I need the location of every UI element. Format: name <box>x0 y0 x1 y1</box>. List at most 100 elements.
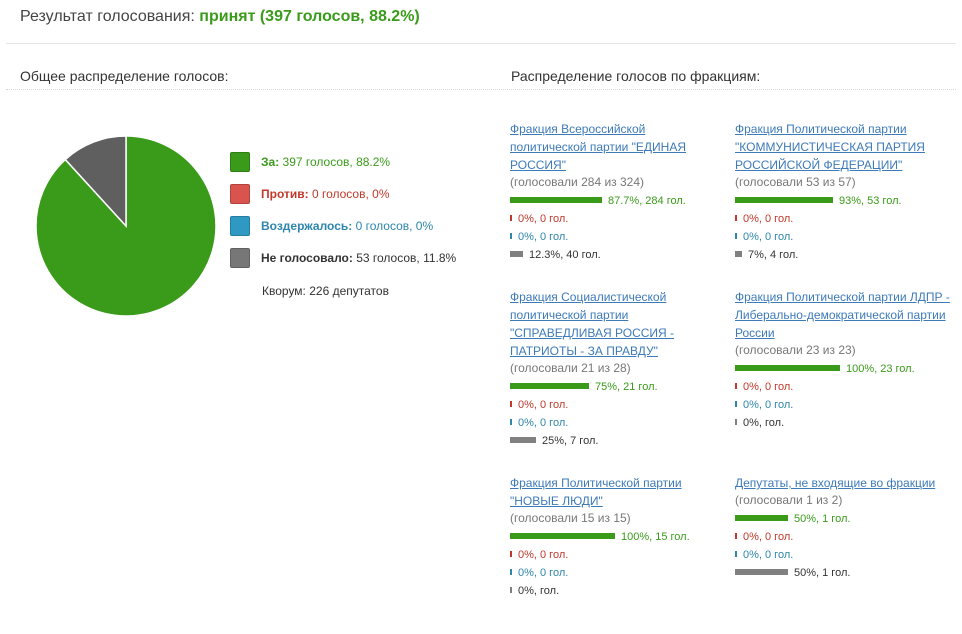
faction-bar-row-against: 0%, 0 гол. <box>735 379 955 397</box>
faction-bar-abstained <box>510 568 512 575</box>
faction-block: Фракция Социалистической политической па… <box>510 288 730 451</box>
faction-bar-row-abstained: 0%, 0 гол. <box>510 229 730 247</box>
faction-link[interactable]: Фракция Политической партии "НОВЫЕ ЛЮДИ" <box>510 476 682 508</box>
faction-voted-count: (голосовали 15 из 15) <box>510 511 631 525</box>
faction-bar-label: 0%, 0 гол. <box>743 398 794 411</box>
legend-label: Против: <box>261 187 309 201</box>
faction-bar-none <box>510 586 512 593</box>
faction-block: Фракция Политической партии ЛДПР - Либер… <box>735 288 955 433</box>
faction-bar-row-none: 25%, 7 гол. <box>510 433 730 451</box>
faction-bar-for <box>510 382 589 389</box>
faction-bar-label: 100%, 23 гол. <box>846 362 915 375</box>
faction-block: Фракция Всероссийской политической парти… <box>510 120 730 265</box>
pie-slice-3 <box>64 135 127 228</box>
faction-block: Фракция Политической партии "КОММУНИСТИЧ… <box>735 120 955 265</box>
faction-bar-none <box>735 250 742 257</box>
faction-bar-label: 12.3%, 40 гол. <box>529 248 601 261</box>
faction-bar-label: 0%, гол. <box>743 416 785 429</box>
faction-bar-against <box>735 382 737 389</box>
faction-bar-label: 0%, 0 гол. <box>518 566 569 579</box>
legend-label: Воздержалось: <box>261 219 353 233</box>
faction-bar-label: 0%, 0 гол. <box>743 548 794 561</box>
faction-bar-abstained <box>510 232 512 239</box>
faction-bar-row-for: 75%, 21 гол. <box>510 379 730 397</box>
faction-bar-row-abstained: 0%, 0 гол. <box>735 397 955 415</box>
faction-bar-none <box>735 568 788 575</box>
faction-voted-count: (голосовали 23 из 23) <box>735 343 856 357</box>
faction-bar-row-none: 50%, 1 гол. <box>735 565 955 583</box>
faction-bar-row-for: 87.7%, 284 гол. <box>510 193 730 211</box>
faction-bar-label: 93%, 53 гол. <box>839 194 902 207</box>
section-divider <box>6 89 956 90</box>
faction-bar-none <box>510 250 523 257</box>
faction-bar-row-abstained: 0%, 0 гол. <box>735 229 955 247</box>
faction-bar-abstained <box>735 232 737 239</box>
faction-voted-count: (голосовали 284 из 324) <box>510 175 645 189</box>
faction-bar-abstained <box>735 550 737 557</box>
faction-bar-row-for: 50%, 1 гол. <box>735 511 955 529</box>
faction-bar-label: 0%, 0 гол. <box>518 548 569 561</box>
legend-value: 397 голосов, 88.2% <box>279 155 391 169</box>
faction-link[interactable]: Фракция Политической партии ЛДПР - Либер… <box>735 290 950 340</box>
faction-bar-label: 25%, 7 гол. <box>542 434 599 447</box>
faction-bar-row-abstained: 0%, 0 гол. <box>510 415 730 433</box>
faction-bar-label: 0%, 0 гол. <box>518 230 569 243</box>
faction-bar-label: 87.7%, 284 гол. <box>608 194 686 207</box>
faction-bar-against <box>735 532 737 539</box>
faction-bar-label: 0%, 0 гол. <box>743 230 794 243</box>
faction-bar-against <box>510 550 512 557</box>
faction-bar-for <box>735 196 833 203</box>
faction-bar-row-none: 0%, гол. <box>735 415 955 433</box>
legend-label: За: <box>261 155 280 169</box>
faction-bar-for <box>510 532 615 539</box>
faction-voted-count: (голосовали 53 из 57) <box>735 175 856 189</box>
vote-result-header: Результат голосования: принят (397 голос… <box>20 8 420 26</box>
vote-result-label: Результат голосования: <box>20 8 195 25</box>
faction-bar-label: 50%, 1 гол. <box>794 512 851 525</box>
faction-bar-label: 0%, 0 гол. <box>743 380 794 393</box>
header-divider <box>6 43 956 44</box>
legend-value: 0 голосов, 0% <box>308 187 390 201</box>
faction-bar-row-against: 0%, 0 гол. <box>510 547 730 565</box>
faction-bar-for <box>735 514 788 521</box>
quorum-text: Кворум: 226 депутатов <box>262 284 389 298</box>
legend-swatch <box>230 216 250 236</box>
faction-bar-label: 0%, 0 гол. <box>518 416 569 429</box>
faction-bar-row-abstained: 0%, 0 гол. <box>735 547 955 565</box>
faction-voted-count: (голосовали 21 из 28) <box>510 361 631 375</box>
faction-bar-label: 75%, 21 гол. <box>595 380 658 393</box>
faction-link[interactable]: Фракция Политической партии "КОММУНИСТИЧ… <box>735 122 925 172</box>
faction-bar-row-against: 0%, 0 гол. <box>510 211 730 229</box>
faction-bar-against <box>510 214 512 221</box>
faction-bar-row-against: 0%, 0 гол. <box>735 211 955 229</box>
legend-swatch <box>230 152 250 172</box>
faction-bar-label: 50%, 1 гол. <box>794 566 851 579</box>
faction-bar-abstained <box>510 418 512 425</box>
faction-bar-none <box>735 418 737 425</box>
faction-bar-for <box>510 196 602 203</box>
faction-bar-against <box>735 214 737 221</box>
faction-block: Фракция Политической партии "НОВЫЕ ЛЮДИ"… <box>510 474 730 601</box>
faction-bar-label: 0%, 0 гол. <box>743 212 794 225</box>
faction-bar-label: 0%, 0 гол. <box>743 530 794 543</box>
legend-value: 53 голосов, 11.8% <box>352 251 457 265</box>
faction-link[interactable]: Фракция Социалистической политической па… <box>510 290 675 358</box>
faction-bar-none <box>510 436 536 443</box>
faction-bar-row-against: 0%, 0 гол. <box>510 397 730 415</box>
legend-label: Не голосовало: <box>261 251 353 265</box>
faction-bar-row-for: 93%, 53 гол. <box>735 193 955 211</box>
faction-link[interactable]: Фракция Всероссийской политической парти… <box>510 122 687 172</box>
overall-pie-chart <box>35 135 217 317</box>
faction-link[interactable]: Депутаты, не входящие во фракции <box>735 476 936 490</box>
faction-bar-row-none: 12.3%, 40 гол. <box>510 247 730 265</box>
faction-bar-row-for: 100%, 15 гол. <box>510 529 730 547</box>
faction-voted-count: (голосовали 1 из 2) <box>735 493 843 507</box>
overall-distribution-title: Общее распределение голосов: <box>20 68 229 84</box>
faction-bar-row-against: 0%, 0 гол. <box>735 529 955 547</box>
vote-result-value: принят (397 голосов, 88.2%) <box>199 8 420 25</box>
faction-bar-label: 100%, 15 гол. <box>621 530 690 543</box>
faction-bar-abstained <box>735 400 737 407</box>
legend-swatch <box>230 184 250 204</box>
legend-swatch <box>230 248 250 268</box>
faction-block: Депутаты, не входящие во фракции (голосов… <box>735 474 955 583</box>
